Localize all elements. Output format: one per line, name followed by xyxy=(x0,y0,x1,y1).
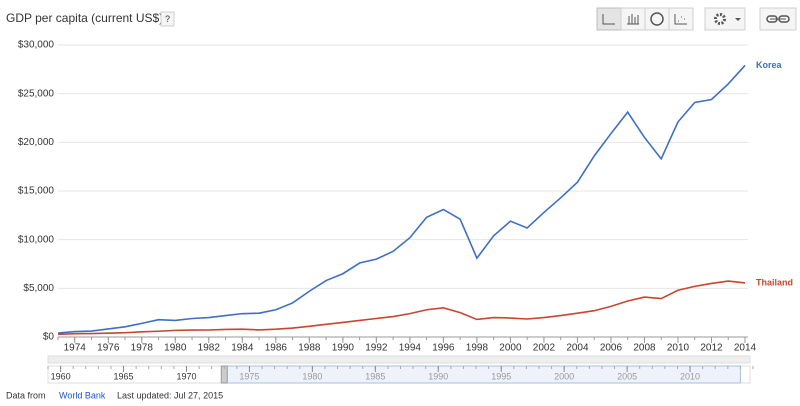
series-label: Korea xyxy=(756,60,783,70)
x-tick-label: 1982 xyxy=(198,343,221,354)
y-tick-label: $20,000 xyxy=(18,137,55,148)
y-tick-label: $15,000 xyxy=(18,186,55,197)
series-label: Thailand xyxy=(756,277,793,287)
view-buttons xyxy=(596,7,797,31)
x-tick-label: 1974 xyxy=(64,343,87,354)
y-tick-label: $30,000 xyxy=(18,40,55,51)
plot-area: $0 $5,000 $10,000 $15,000 $20,000 $25,000 $30,… xyxy=(18,40,793,354)
x-tick-label: 2006 xyxy=(600,343,623,354)
y-tick-label: $10,000 xyxy=(18,234,55,245)
x-tick-label: 1998 xyxy=(466,343,489,354)
x-tick-label: 2010 xyxy=(667,343,690,354)
y-tick-label: $25,000 xyxy=(18,88,55,99)
x-tick-label: 1996 xyxy=(432,343,455,354)
last-updated: Last updated: Jul 27, 2015 xyxy=(117,390,223,400)
x-tick-label: 1984 xyxy=(231,343,254,354)
timeline-label: 1985 xyxy=(365,371,385,381)
timeline-label: 2010 xyxy=(680,371,700,381)
chart-title: GDP per capita (current US$) xyxy=(6,11,163,25)
timeline-label: 2000 xyxy=(554,371,574,381)
timeline-label: 1975 xyxy=(239,371,259,381)
x-tick-label: 2014 xyxy=(734,343,757,354)
timeline-label: 1965 xyxy=(114,371,134,381)
icon xyxy=(602,14,615,25)
x-tick-label: 2004 xyxy=(566,343,589,354)
line-view-button[interactable] xyxy=(596,7,622,31)
icon xyxy=(766,15,778,23)
icon xyxy=(627,14,639,25)
icon xyxy=(650,12,664,26)
x-tick-label: 1986 xyxy=(265,343,288,354)
x-tick-label: 1978 xyxy=(131,343,154,354)
timeline-label: 1995 xyxy=(491,371,511,381)
x-tick-label: 1988 xyxy=(298,343,321,354)
series-line xyxy=(57,280,746,336)
icon xyxy=(735,18,741,21)
timeline-label: 1960 xyxy=(51,371,71,381)
x-tick-label: 2002 xyxy=(533,343,556,354)
x-tick-label: 2012 xyxy=(700,343,723,354)
timeline-label: 2005 xyxy=(617,371,637,381)
help-label: ? xyxy=(165,14,170,24)
icon xyxy=(714,13,726,25)
y-tick-label: $0 xyxy=(43,332,55,343)
timeline: 1960 1965 1970 1975 1980 1985 1990 1995 2000 2005… xyxy=(47,365,754,384)
timeline-label: 1990 xyxy=(428,371,448,381)
y-tick-label: $5,000 xyxy=(23,283,54,294)
source-link[interactable]: World Bank xyxy=(59,390,106,400)
help-button[interactable] xyxy=(160,11,175,27)
icon xyxy=(674,14,687,25)
map-view-button[interactable] xyxy=(644,7,670,31)
scrollbar[interactable] xyxy=(47,355,751,364)
x-tick-label: 1990 xyxy=(332,343,355,354)
x-tick-label: 2008 xyxy=(633,343,656,354)
x-tick-label: 1976 xyxy=(97,343,120,354)
series-line xyxy=(57,64,746,334)
x-tick-label: 1994 xyxy=(399,343,422,354)
source-prefix: Data from xyxy=(6,390,46,400)
x-tick-label: 1992 xyxy=(365,343,388,354)
bar-view-button[interactable] xyxy=(620,7,646,31)
timeline-label: 1970 xyxy=(176,371,196,381)
x-tick-label: 1980 xyxy=(164,343,187,354)
scatter-view-button[interactable] xyxy=(668,7,694,31)
timeline-label: 1980 xyxy=(302,371,322,381)
icon xyxy=(778,15,790,23)
x-tick-label: 2000 xyxy=(499,343,522,354)
